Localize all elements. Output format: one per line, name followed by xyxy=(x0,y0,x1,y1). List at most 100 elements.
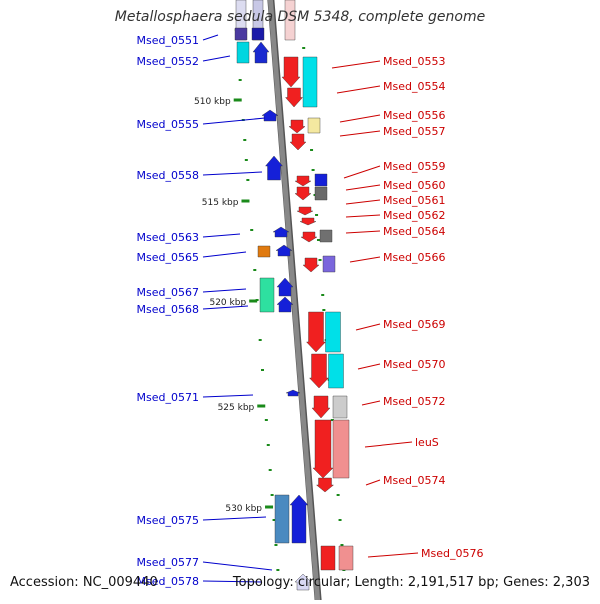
gene-0576a xyxy=(338,545,354,571)
gene-0566 xyxy=(302,257,320,273)
gene-label-right: Msed_0564 xyxy=(383,225,445,238)
gene-0551b xyxy=(251,27,265,41)
leader-line xyxy=(202,561,273,571)
gene-label-left: Msed_0567 xyxy=(137,286,199,299)
kbp-tick-label: 530 kbp xyxy=(225,504,262,514)
gene-0556 xyxy=(288,119,306,134)
gene-label-left: Msed_0577 xyxy=(137,556,199,569)
gene-0558 xyxy=(265,155,283,181)
gene-label-right: Msed_0570 xyxy=(383,358,445,371)
gene-label-right: Msed_0569 xyxy=(383,318,445,331)
gene-label-right: Msed_0574 xyxy=(383,474,445,487)
gene-0569 xyxy=(306,311,326,353)
gene-leuSa xyxy=(332,419,350,479)
leader-line xyxy=(331,60,381,69)
gene-label-right: Msed_0556 xyxy=(383,109,445,122)
gene-0566a xyxy=(322,255,336,273)
leader-line xyxy=(202,516,267,521)
leader-line xyxy=(202,251,247,258)
leader-line xyxy=(349,256,381,263)
gene-0572 xyxy=(311,395,331,419)
leader-line xyxy=(365,479,381,486)
leader-line xyxy=(202,305,249,310)
kbp-tick-label: 520 kbp xyxy=(209,298,246,308)
gene-0557a xyxy=(307,117,321,134)
gene-0561 xyxy=(296,206,314,216)
leader-line xyxy=(364,441,413,448)
leader-line xyxy=(345,199,381,205)
gene-0560a xyxy=(314,186,328,201)
gene-0551 xyxy=(234,27,248,41)
gene-label-left: Msed_0565 xyxy=(137,251,199,264)
gene-0568 xyxy=(276,296,294,313)
gene-0565 xyxy=(257,245,271,258)
leader-line xyxy=(361,400,381,406)
gene-label-right: Msed_0561 xyxy=(383,194,445,207)
kbp-tick-label: 515 kbp xyxy=(202,198,239,208)
leader-line xyxy=(339,130,381,137)
gene-label-left: Msed_0568 xyxy=(137,303,199,316)
gene-0576 xyxy=(320,545,336,571)
leader-line xyxy=(345,230,381,234)
leader-line xyxy=(367,552,419,558)
leader-line xyxy=(343,165,381,179)
gene-0559 xyxy=(294,175,312,187)
leader-line xyxy=(202,117,266,125)
gene-label-right: Msed_0559 xyxy=(383,160,445,173)
gene-0557 xyxy=(289,133,307,151)
gene-leuS xyxy=(312,419,334,479)
gene-label-left: Msed_0578 xyxy=(137,575,199,588)
leader-line xyxy=(202,580,263,583)
gene-label-left: Msed_0563 xyxy=(137,231,199,244)
backbone-line xyxy=(267,0,321,604)
gene-label-right: Msed_0572 xyxy=(383,395,445,408)
leader-line xyxy=(336,85,381,94)
gene-0555 xyxy=(261,109,279,122)
gene-0570 xyxy=(309,353,329,389)
gene-0563 xyxy=(272,226,290,238)
gene-label-right: Msed_0560 xyxy=(383,179,445,192)
gene-label-left: Msed_0571 xyxy=(137,391,199,404)
gene-0575a xyxy=(274,494,290,544)
gene-0575b xyxy=(289,494,309,544)
gene-label-left: Msed_0555 xyxy=(137,118,199,131)
gene-0567b xyxy=(276,277,294,297)
gene-0553 xyxy=(281,56,301,88)
gene-faded xyxy=(284,0,296,41)
leader-line xyxy=(339,114,381,123)
gene-label-left: Msed_0558 xyxy=(137,169,199,182)
gene-label-left: Msed_0551 xyxy=(137,34,199,47)
gene-label-right: Msed_0562 xyxy=(383,209,445,222)
gene-label-right: Msed_0557 xyxy=(383,125,445,138)
gene-0552b xyxy=(252,41,270,64)
gene-0560 xyxy=(294,186,312,201)
gene-0562 xyxy=(299,217,317,226)
gene-label-left: Msed_0552 xyxy=(137,55,199,68)
gene-0564a xyxy=(319,229,333,243)
gene-0567 xyxy=(259,277,275,313)
leader-line xyxy=(355,323,381,331)
gene-0564 xyxy=(300,231,318,243)
gene-0577 xyxy=(294,573,312,591)
leader-line xyxy=(202,394,254,398)
leader-line xyxy=(202,233,241,238)
gene-label-right: leuS xyxy=(415,436,439,449)
leader-line xyxy=(202,55,231,62)
gene-0565b xyxy=(275,244,293,257)
gene-0554 xyxy=(285,87,303,108)
genome-info: Topology: circular; Length: 2,191,517 bp… xyxy=(232,575,590,590)
gene-label-right: Msed_0553 xyxy=(383,55,445,68)
kbp-tick-label: 525 kbp xyxy=(218,403,255,413)
leader-line xyxy=(345,184,381,191)
leader-line xyxy=(202,171,263,176)
gene-0569a xyxy=(325,311,341,353)
map-title: Metallosphaera sedula DSM 5348, complete… xyxy=(114,9,486,25)
gene-0574 xyxy=(315,477,335,493)
gene-0559a xyxy=(314,173,328,187)
gene-label-right: Msed_0576 xyxy=(421,547,483,560)
gene-0572a xyxy=(332,395,348,419)
leader-line xyxy=(357,363,381,370)
gene-label-right: Msed_0554 xyxy=(383,80,445,93)
